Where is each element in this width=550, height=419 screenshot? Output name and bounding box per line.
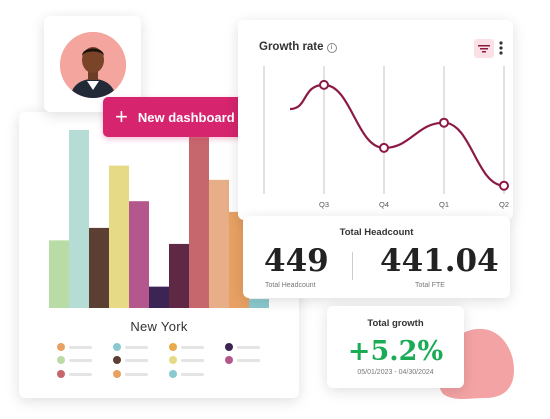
legend-item [225, 356, 265, 364]
fte-label: Total FTE [415, 282, 445, 289]
legend-swatch [57, 356, 65, 364]
legend-swatch [169, 370, 177, 378]
legend-label-placeholder [69, 346, 92, 349]
legend-swatch [57, 343, 65, 351]
avatar-card [44, 16, 141, 112]
info-icon[interactable]: i [326, 43, 337, 53]
x-tick-label: Q2 [499, 200, 509, 209]
total-growth-title: Total growth [367, 318, 424, 329]
bar[interactable] [249, 299, 269, 308]
legend-swatch [169, 343, 177, 351]
person-avatar-icon [60, 32, 126, 98]
new-dashboard-label: New dashboard [137, 109, 235, 125]
growth-line [289, 83, 505, 187]
bar[interactable] [89, 227, 109, 308]
x-tick-label: Q1 [439, 200, 449, 209]
legend-label-placeholder [125, 346, 148, 349]
bar[interactable] [49, 240, 69, 308]
headcount-value: 449 [264, 243, 329, 279]
total-growth-card: Total growth +5.2% 05/01/2023 - 04/30/20… [327, 306, 464, 388]
data-point[interactable] [379, 142, 389, 153]
bar[interactable] [209, 179, 229, 308]
legend-item [169, 343, 209, 351]
legend-item [169, 370, 209, 378]
bar[interactable] [129, 201, 149, 308]
bar[interactable] [189, 137, 209, 308]
filter-button[interactable] [474, 39, 494, 58]
legend-item [57, 370, 97, 378]
filter-icon [478, 45, 490, 53]
bar[interactable] [69, 130, 89, 308]
legend-swatch [113, 356, 121, 364]
legend-swatch [225, 356, 233, 364]
fte-value: 441.04 [380, 243, 499, 279]
legend-swatch [225, 343, 233, 351]
legend-label-placeholder [181, 359, 204, 362]
total-growth-date-range: 05/01/2023 - 04/30/2024 [357, 369, 434, 376]
legend-item [225, 343, 265, 351]
legend-swatch [169, 356, 177, 364]
legend-swatch [113, 370, 121, 378]
bar[interactable] [109, 165, 129, 308]
headcount-label: Total Headcount [265, 282, 316, 289]
legend-label-placeholder [125, 373, 148, 376]
plus-icon: + [115, 104, 128, 129]
legend-label-placeholder [69, 359, 92, 362]
legend-label-placeholder [69, 373, 92, 376]
bar[interactable] [149, 286, 169, 308]
growth-rate-card: Growth rate i Q3 Q4 Q1 Q2 [238, 20, 513, 220]
legend-item [57, 356, 97, 364]
growth-rate-title: Growth rate [259, 41, 324, 53]
legend-item [57, 343, 97, 351]
legend-label-placeholder [181, 346, 204, 349]
legend-item [113, 356, 153, 364]
divider [352, 252, 353, 280]
kebab-menu-icon[interactable] [498, 40, 504, 56]
total-growth-value: +5.2% [347, 336, 444, 367]
legend-label-placeholder [237, 346, 260, 349]
bar-chart-title: New York [130, 319, 188, 334]
x-tick-label: Q3 [319, 200, 329, 209]
x-tick-label: Q4 [379, 200, 389, 209]
data-point[interactable] [439, 117, 449, 128]
legend-label-placeholder [181, 373, 204, 376]
bar-chart [49, 130, 269, 308]
bar[interactable] [169, 243, 189, 308]
person-avatar[interactable] [60, 32, 126, 98]
legend-item [113, 343, 153, 351]
legend-label-placeholder [125, 359, 148, 362]
legend-label-placeholder [237, 359, 260, 362]
legend-item [169, 356, 209, 364]
new-dashboard-button[interactable]: + New dashboard [103, 97, 259, 137]
data-point[interactable] [499, 180, 509, 191]
total-headcount-card: Total Headcount 449 441.04 Total Headcou… [243, 216, 510, 298]
growth-line-chart: Q3 Q4 Q1 Q2 [263, 66, 509, 209]
legend-item [113, 370, 153, 378]
total-headcount-title: Total Headcount [339, 227, 414, 238]
data-point[interactable] [319, 79, 329, 90]
legend-swatch [113, 343, 121, 351]
legend-swatch [57, 370, 65, 378]
